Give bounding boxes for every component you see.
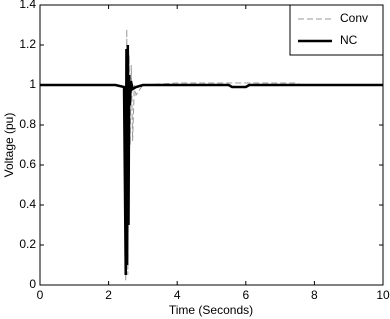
x-tick-label: 6 (242, 288, 249, 302)
legend-label: NC (340, 33, 358, 47)
x-tick-label: 0 (37, 288, 44, 302)
x-tick-label: 4 (174, 288, 181, 302)
x-tick-label: 10 (376, 288, 390, 302)
legend-label: Conv (340, 11, 368, 25)
y-tick-label: 1 (29, 77, 36, 91)
y-axis-label: Voltage (pu) (2, 113, 16, 178)
y-tick-label: 0.8 (19, 117, 36, 131)
x-axis-label: Time (Seconds) (169, 303, 253, 317)
y-tick-label: 1.2 (19, 37, 36, 51)
y-tick-label: 0.2 (19, 237, 36, 251)
y-tick-label: 0 (29, 277, 36, 291)
y-tick-label: 0.4 (19, 197, 36, 211)
x-tick-label: 2 (105, 288, 112, 302)
series-line (40, 44, 383, 276)
x-tick-label: 8 (311, 288, 318, 302)
y-tick-label: 1.4 (19, 0, 36, 11)
legend-box (289, 4, 384, 56)
y-tick-label: 0.6 (19, 157, 36, 171)
